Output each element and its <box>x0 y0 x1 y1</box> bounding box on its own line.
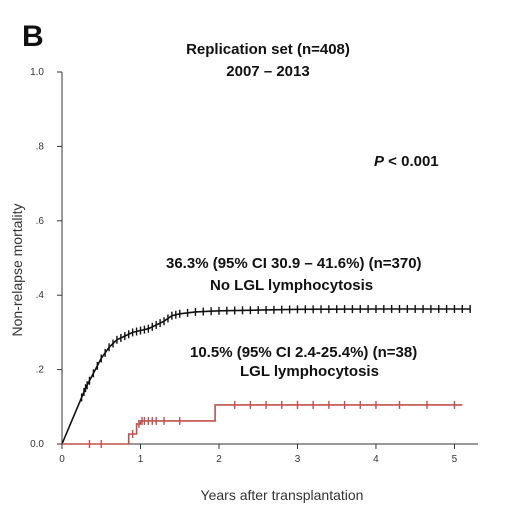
y-tick-label: .4 <box>36 290 45 301</box>
chart-subtitle: 2007 – 2013 <box>226 63 309 80</box>
x-axis-label: Years after transplantation <box>201 487 364 503</box>
y-tick-label: .6 <box>36 216 45 227</box>
x-tick-label: 5 <box>452 454 458 465</box>
x-tick-label: 1 <box>138 454 144 465</box>
p-value-label: P <box>374 153 385 170</box>
y-tick-label: 1.0 <box>30 67 44 78</box>
chart-title: Replication set (n=408) <box>186 41 350 58</box>
lgl-annotation: 10.5% (95% CI 2.4-25.4%) (n=38) <box>190 344 417 361</box>
lgl-curve <box>62 404 463 445</box>
y-tick-label: .2 <box>36 365 45 376</box>
y-tick-label: .8 <box>36 141 45 152</box>
series-layer <box>61 304 471 448</box>
no-lgl-annotation: 36.3% (95% CI 30.9 – 41.6%) (n=370) <box>166 255 422 272</box>
y-tick-label: 0.0 <box>30 439 44 450</box>
no-lgl-name: No LGL lymphocytosis <box>210 277 373 294</box>
p-value-text: < 0.001 <box>384 153 439 170</box>
x-tick-label: 3 <box>295 454 301 465</box>
lgl-name: LGL lymphocytosis <box>240 363 379 380</box>
x-tick-label: 2 <box>216 454 222 465</box>
axes: 0 1 2 3 4 5 0.0 .2 .4 .6 .8 1.0 <box>30 67 478 465</box>
panel-label: B <box>22 20 44 53</box>
p-value: P < 0.001 <box>374 153 439 170</box>
y-axis-label: Non-relapse mortality <box>9 203 25 336</box>
x-tick-label: 0 <box>59 454 65 465</box>
x-tick-label: 4 <box>373 454 379 465</box>
